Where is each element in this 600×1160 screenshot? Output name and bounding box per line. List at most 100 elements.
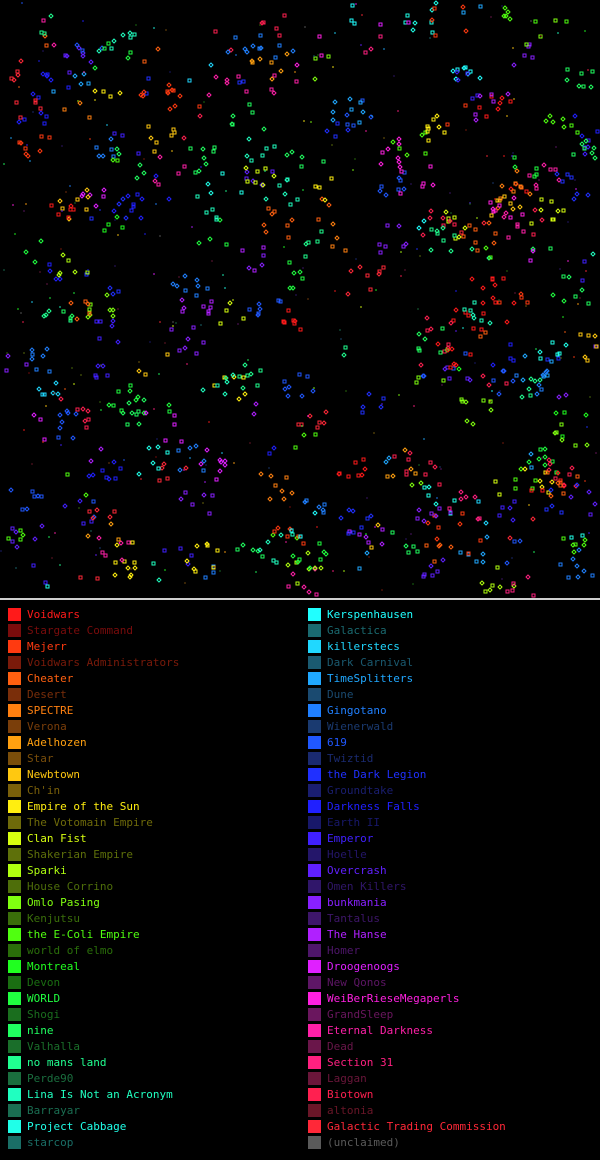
star-system[interactable]	[349, 18, 354, 23]
star-system[interactable]	[574, 482, 580, 488]
star-system[interactable]	[491, 378, 496, 383]
star-system[interactable]	[561, 274, 566, 279]
star-system[interactable]	[480, 285, 486, 291]
star-system[interactable]	[316, 504, 322, 510]
star-system[interactable]	[288, 202, 293, 207]
star-system[interactable]	[307, 413, 313, 419]
star-system[interactable]	[307, 415, 309, 417]
star-system[interactable]	[283, 246, 285, 248]
star-system[interactable]	[530, 20, 532, 22]
star-system[interactable]	[368, 513, 374, 519]
star-system[interactable]	[116, 151, 122, 157]
star-system[interactable]	[313, 432, 318, 437]
star-system[interactable]	[90, 515, 96, 521]
star-system[interactable]	[184, 558, 190, 564]
star-system[interactable]	[529, 221, 534, 226]
star-system[interactable]	[374, 526, 376, 528]
star-system[interactable]	[463, 28, 469, 34]
star-system[interactable]	[550, 340, 555, 345]
star-system[interactable]	[352, 169, 354, 171]
star-system[interactable]	[85, 270, 90, 275]
star-system[interactable]	[343, 345, 348, 350]
star-system[interactable]	[378, 161, 384, 167]
star-system[interactable]	[240, 385, 246, 391]
star-system[interactable]	[200, 146, 206, 152]
star-system[interactable]	[33, 100, 38, 105]
star-system[interactable]	[38, 238, 44, 244]
star-system[interactable]	[259, 262, 265, 268]
star-system[interactable]	[539, 217, 545, 223]
star-system[interactable]	[99, 547, 101, 549]
star-system[interactable]	[214, 215, 219, 220]
star-system[interactable]	[29, 356, 35, 362]
star-system[interactable]	[183, 490, 188, 495]
star-system[interactable]	[494, 198, 496, 200]
star-system[interactable]	[426, 484, 432, 490]
star-system[interactable]	[6, 352, 8, 354]
star-system[interactable]	[286, 308, 291, 313]
star-system[interactable]	[425, 328, 430, 333]
star-system[interactable]	[83, 492, 89, 498]
star-system[interactable]	[572, 113, 578, 119]
star-system[interactable]	[298, 327, 303, 332]
star-system[interactable]	[230, 113, 236, 119]
star-system[interactable]	[586, 333, 591, 338]
star-system[interactable]	[48, 77, 54, 83]
star-system[interactable]	[59, 306, 61, 308]
star-system[interactable]	[246, 265, 252, 271]
star-system[interactable]	[159, 465, 165, 471]
star-system[interactable]	[540, 372, 546, 378]
star-system[interactable]	[397, 164, 403, 170]
star-system[interactable]	[470, 96, 475, 101]
star-system[interactable]	[126, 540, 131, 545]
star-system[interactable]	[18, 115, 23, 120]
star-system[interactable]	[114, 146, 120, 152]
star-system[interactable]	[35, 493, 41, 499]
star-system[interactable]	[271, 173, 277, 179]
star-system[interactable]	[465, 129, 467, 131]
star-system[interactable]	[334, 290, 336, 292]
star-system[interactable]	[467, 223, 472, 228]
star-system[interactable]	[397, 110, 399, 112]
star-system[interactable]	[581, 568, 587, 574]
star-system[interactable]	[313, 387, 315, 389]
star-system[interactable]	[334, 235, 340, 241]
star-system[interactable]	[24, 362, 29, 367]
star-system[interactable]	[498, 196, 503, 201]
star-system[interactable]	[403, 241, 409, 247]
star-system[interactable]	[439, 466, 441, 468]
star-system[interactable]	[75, 407, 80, 412]
star-system[interactable]	[260, 182, 266, 188]
star-system[interactable]	[481, 398, 486, 403]
star-system[interactable]	[125, 422, 130, 427]
star-system[interactable]	[177, 348, 182, 353]
star-system[interactable]	[513, 181, 518, 186]
star-system[interactable]	[132, 565, 138, 571]
star-system[interactable]	[169, 327, 174, 332]
star-system[interactable]	[117, 90, 123, 96]
star-system[interactable]	[294, 535, 300, 541]
star-system[interactable]	[522, 353, 528, 359]
star-system[interactable]	[510, 206, 516, 212]
star-system[interactable]	[479, 327, 484, 332]
star-system[interactable]	[420, 184, 425, 189]
star-system[interactable]	[200, 166, 202, 168]
star-system[interactable]	[419, 255, 421, 257]
star-system[interactable]	[581, 542, 587, 548]
star-system[interactable]	[404, 472, 409, 477]
star-system[interactable]	[294, 79, 299, 84]
star-system[interactable]	[227, 300, 233, 306]
star-system[interactable]	[93, 203, 99, 209]
star-system[interactable]	[400, 251, 402, 253]
star-system[interactable]	[386, 455, 392, 461]
star-system[interactable]	[333, 134, 338, 139]
star-system[interactable]	[434, 228, 440, 234]
star-system[interactable]	[383, 137, 385, 139]
star-system[interactable]	[20, 312, 22, 314]
star-system[interactable]	[447, 218, 453, 224]
star-system[interactable]	[176, 448, 181, 453]
star-system[interactable]	[299, 422, 304, 427]
star-system[interactable]	[291, 270, 297, 276]
star-system[interactable]	[263, 196, 269, 202]
star-system[interactable]	[183, 288, 188, 293]
